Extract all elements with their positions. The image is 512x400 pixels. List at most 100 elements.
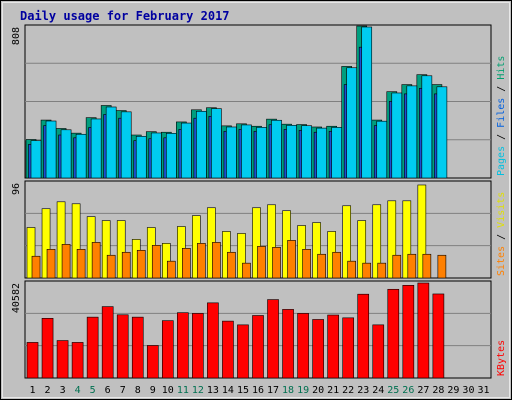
x-tick-label-day-30: 30 — [462, 385, 474, 396]
bar-kbytes-day-13 — [207, 302, 219, 379]
bar-pages-day-21 — [331, 127, 342, 179]
bar-kbytes-day-21 — [327, 314, 339, 379]
bar-visits-day-26 — [402, 200, 412, 279]
panel-max-label: 96 — [11, 183, 22, 195]
x-tick-label-day-20: 20 — [312, 385, 324, 396]
bar-visits-day-23 — [357, 220, 367, 279]
bar-pages-day-1 — [30, 140, 42, 179]
bar-sites-day-4 — [76, 249, 86, 279]
x-tick-label-day-6: 6 — [105, 385, 111, 396]
x-tick-label-day-17: 17 — [267, 385, 279, 396]
x-tick-label-day-29: 29 — [447, 385, 459, 396]
bar-pages-day-2 — [45, 120, 57, 179]
bar-sites-day-16 — [257, 246, 266, 279]
bar-pages-day-27 — [421, 75, 433, 179]
legend-entry: / — [496, 80, 507, 98]
bar-sites-day-19 — [302, 249, 311, 279]
x-tick-label-day-1: 1 — [30, 385, 36, 396]
x-tick-label-day-31: 31 — [477, 385, 489, 396]
bar-visits-day-22 — [342, 205, 352, 279]
bar-pages-day-25 — [391, 92, 403, 179]
bar-pages-day-16 — [256, 127, 267, 179]
bar-pages-day-12 — [196, 110, 207, 179]
x-tick-label-day-4: 4 — [75, 385, 81, 396]
x-tick-label-day-14: 14 — [222, 385, 234, 396]
x-tick-label-day-15: 15 — [237, 385, 249, 396]
bar-kbytes-day-22 — [342, 317, 355, 379]
bar-kbytes-day-7 — [116, 314, 129, 379]
bar-sites-day-12 — [197, 243, 206, 279]
series-visits — [26, 184, 427, 279]
bar-pages-day-7 — [120, 111, 132, 179]
legend-entry: Sites — [496, 246, 507, 276]
bar-pages-day-6 — [105, 106, 117, 179]
x-tick-label-day-24: 24 — [372, 385, 384, 396]
bar-sites-day-21 — [332, 251, 341, 279]
bar-pages-day-8 — [135, 136, 147, 179]
bar-visits-day-6 — [101, 220, 111, 279]
x-tick-label-day-22: 22 — [342, 385, 354, 396]
bar-sites-day-23 — [362, 262, 372, 279]
bar-kbytes-day-14 — [222, 320, 234, 379]
x-tick-label-day-27: 27 — [417, 385, 429, 396]
x-tick-label-day-13: 13 — [207, 385, 219, 396]
bar-visits-day-7 — [116, 220, 126, 279]
bar-kbytes-day-28 — [432, 293, 445, 379]
bar-sites-day-24 — [377, 262, 387, 279]
panel-max-label: 40582 — [11, 283, 22, 313]
x-tick-label-day-3: 3 — [60, 385, 66, 396]
bar-sites-day-10 — [166, 260, 176, 279]
legend-entry: Visits — [496, 192, 507, 228]
bar-visits-day-1 — [26, 227, 36, 279]
bar-kbytes-day-20 — [312, 319, 324, 379]
bar-kbytes-day-9 — [146, 345, 159, 379]
bar-kbytes-day-17 — [267, 299, 279, 379]
panel-legend: Sites / Visits — [496, 192, 507, 276]
bar-sites-day-28 — [437, 254, 447, 279]
x-axis-labels: 1 2 3 4 5 6 7 8 9 10 11 12 13 14 15 16 17 18 19 20 21 22 23 24 2… — [30, 385, 490, 396]
bar-pages-day-23 — [361, 26, 373, 179]
x-tick-label-day-9: 9 — [150, 385, 156, 396]
bar-sites-day-13 — [212, 242, 221, 279]
chart-title: Daily usage for February 2017 — [20, 9, 230, 23]
x-tick-label-day-12: 12 — [192, 385, 204, 396]
x-tick-label-day-8: 8 — [135, 385, 141, 396]
bar-sites-day-8 — [136, 249, 146, 279]
panel-visits-sites: 96 Sites / Visits — [11, 180, 507, 279]
series-pages — [30, 26, 448, 179]
panel-kbytes: 40582 KBytes — [11, 280, 507, 379]
bar-kbytes-day-18 — [282, 309, 294, 379]
bar-sites-day-25 — [392, 254, 402, 279]
bar-kbytes-day-4 — [71, 342, 84, 379]
bar-kbytes-day-25 — [387, 288, 400, 379]
legend-entry: / — [496, 228, 507, 246]
bar-sites-day-3 — [61, 244, 71, 279]
bar-kbytes-day-12 — [192, 313, 204, 379]
legend-entry: Files — [496, 98, 507, 128]
bar-pages-day-5 — [90, 118, 102, 179]
x-tick-label-day-25: 25 — [387, 385, 399, 396]
bar-visits-day-25 — [387, 200, 397, 279]
x-tick-label-day-10: 10 — [162, 385, 174, 396]
panel-legend: Pages / Files / Hits — [496, 56, 507, 176]
bar-sites-day-20 — [317, 253, 326, 279]
bar-sites-day-17 — [272, 247, 281, 279]
x-tick-label-day-23: 23 — [357, 385, 369, 396]
bar-visits-day-27 — [417, 184, 427, 279]
bar-visits-day-17 — [267, 204, 276, 279]
bar-pages-day-20 — [316, 127, 327, 179]
bar-sites-day-1 — [31, 255, 41, 279]
x-tick-label-day-28: 28 — [432, 385, 444, 396]
bar-pages-day-13 — [211, 108, 222, 179]
bar-kbytes-day-1 — [26, 342, 39, 379]
bar-sites-day-2 — [46, 249, 56, 279]
panel-legend: KBytes — [496, 340, 507, 376]
bar-pages-day-10 — [165, 133, 177, 179]
bar-pages-day-18 — [286, 124, 297, 179]
panel-max-label: 808 — [11, 27, 22, 45]
bar-kbytes-day-8 — [131, 316, 144, 379]
x-tick-label-day-5: 5 — [90, 385, 96, 396]
bar-sites-day-26 — [407, 253, 417, 279]
